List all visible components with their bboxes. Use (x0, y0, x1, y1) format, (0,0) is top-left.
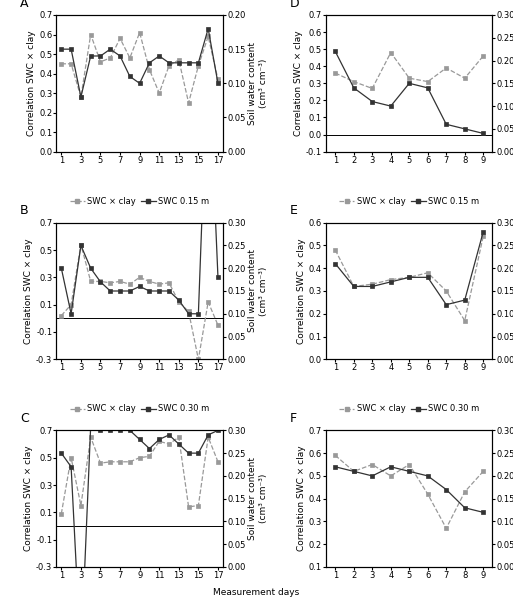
Y-axis label: Correlation SWC × clay: Correlation SWC × clay (24, 446, 33, 551)
Y-axis label: Correlation SWC × clay: Correlation SWC × clay (27, 31, 36, 136)
Text: A: A (20, 0, 28, 10)
Y-axis label: Correlation SWC × clay: Correlation SWC × clay (24, 238, 33, 344)
Y-axis label: Correlation SWC × clay: Correlation SWC × clay (294, 31, 303, 136)
Y-axis label: Soil water content
(cm³ cm⁻³): Soil water content (cm³ cm⁻³) (248, 457, 268, 540)
Y-axis label: Soil water content
(cm³ cm⁻³): Soil water content (cm³ cm⁻³) (248, 250, 268, 332)
Legend: SWC × clay, SWC 0.30 m: SWC × clay, SWC 0.30 m (70, 404, 210, 413)
Text: F: F (289, 412, 297, 425)
Text: Measurement days: Measurement days (213, 588, 300, 597)
Y-axis label: Correlation SWC × clay: Correlation SWC × clay (297, 238, 306, 344)
Legend: SWC × clay, SWC 0.15 m: SWC × clay, SWC 0.15 m (339, 197, 479, 206)
Y-axis label: Soil water content
(cm³ cm⁻³): Soil water content (cm³ cm⁻³) (248, 42, 268, 125)
Text: D: D (289, 0, 299, 10)
Text: C: C (20, 412, 29, 425)
Text: B: B (20, 204, 28, 217)
Y-axis label: Correlation SWC × clay: Correlation SWC × clay (297, 446, 306, 551)
Text: E: E (289, 204, 298, 217)
Legend: SWC × clay, SWC 0.15 m: SWC × clay, SWC 0.15 m (70, 197, 210, 206)
Legend: SWC × clay, SWC 0.30 m: SWC × clay, SWC 0.30 m (339, 404, 479, 413)
